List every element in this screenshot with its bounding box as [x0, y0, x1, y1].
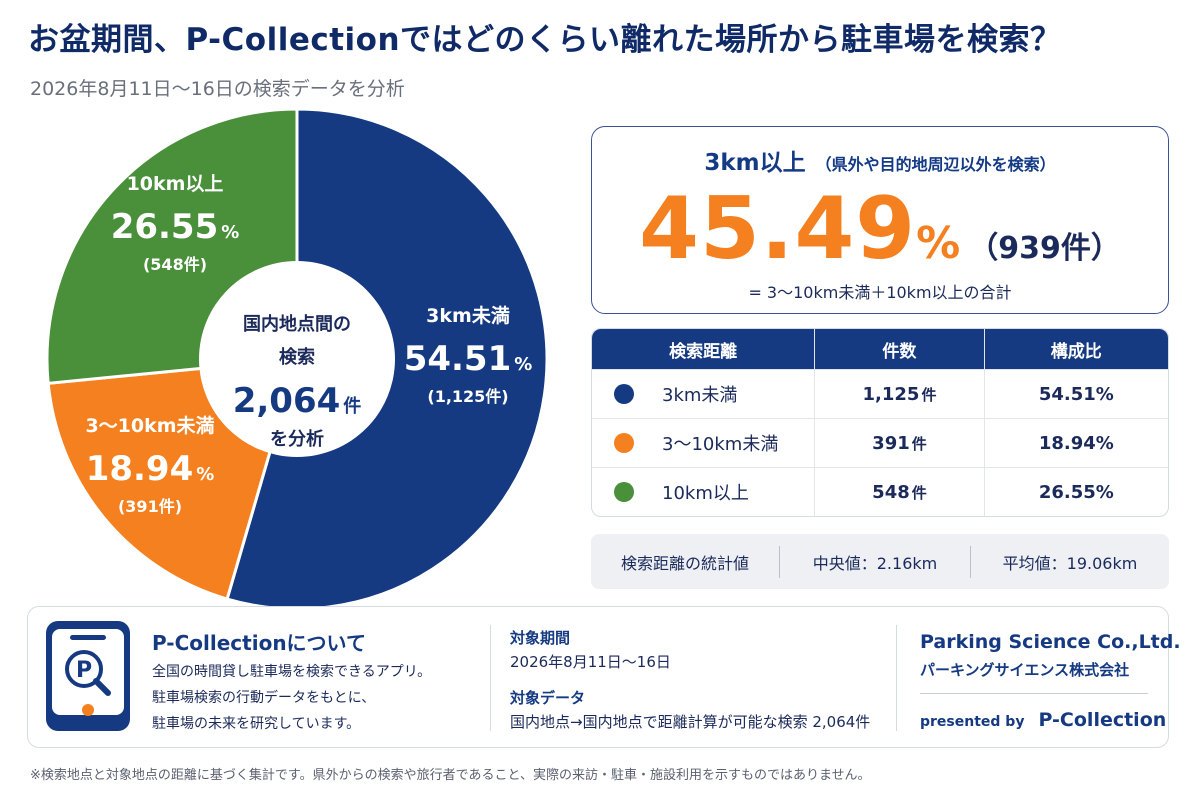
table-header-count: 件数	[814, 329, 983, 369]
table-header-distance: 検索距離	[669, 341, 738, 362]
row-count: 391	[872, 432, 910, 454]
slice-category-label: 3km未満	[426, 304, 510, 327]
slice-count-label: (548件)	[143, 255, 207, 274]
slice-value-label: 18.94%	[86, 449, 215, 489]
highlight-box: 3km以上 （県外や目的地周辺以外を検索） 45.49% （939件） = 3～10…	[591, 126, 1169, 314]
slice-value-label: 26.55%	[111, 207, 240, 247]
period-value: 2026年8月11日～16日	[510, 653, 671, 671]
table-header-row: 検索距離 件数 構成比	[592, 329, 1168, 369]
parking-search-icon: P	[46, 621, 130, 731]
row-count-unit: 件	[911, 483, 927, 502]
about-line: 駐車場の未来を研究しています。	[152, 716, 361, 732]
brand-name: P-Collection	[1038, 709, 1167, 731]
legend-dot-orange	[614, 433, 634, 453]
highlight-percent-unit: %	[916, 218, 961, 269]
legend-dot-green	[614, 482, 634, 502]
center-line-1: 国内地点間の	[243, 313, 351, 335]
row-label: 3～10km未満	[662, 434, 779, 455]
panel-divider	[896, 625, 897, 731]
table-cell-share: 54.51%	[983, 370, 1168, 418]
table-cell-count: 391 件	[814, 419, 983, 467]
stats-bar: 検索距離の統計値 中央値：2.16km 平均値：19.06km	[591, 534, 1169, 589]
highlight-heading: 3km以上 （県外や目的地周辺以外を検索）	[592, 143, 1168, 177]
center-line-2: 検索	[279, 346, 315, 368]
legend-dot-navy	[614, 384, 634, 404]
about-title: P-Collectionについて	[152, 631, 366, 655]
donut-hole	[199, 261, 395, 457]
stats-divider	[779, 545, 780, 578]
slice-category-label: 3～10km未満	[85, 414, 214, 437]
table-cell-share: 18.94%	[983, 419, 1168, 467]
presented-by: presented by P-Collection	[920, 709, 1166, 731]
highlight-label: 3km以上	[704, 150, 806, 176]
table-header-share: 構成比	[983, 329, 1168, 369]
row-label: 10km以上	[662, 483, 749, 504]
row-label: 3km未満	[662, 385, 738, 406]
row-count-unit: 件	[921, 385, 937, 404]
info-panel: P P-Collectionについて 全国の時間貸し駐車場を検索できるアプリ。 …	[27, 606, 1181, 748]
highlight-note: （県外や目的地周辺以外を検索）	[815, 155, 1056, 174]
highlight-count: （939件）	[968, 231, 1121, 266]
table-cell-distance: 10km以上	[592, 468, 814, 516]
table-cell-distance: 3km未満	[592, 370, 814, 418]
footnote: ※検索地点と対象地点の距離に基づく集計です。県外からの検索や旅行者であること、実…	[30, 768, 871, 783]
svg-text:P: P	[76, 658, 92, 683]
target-label: 対象データ	[510, 689, 586, 707]
row-count: 548	[872, 481, 910, 503]
panel-divider	[490, 625, 491, 731]
table-row: 3～10km未満 391 件 18.94%	[592, 418, 1168, 467]
highlight-percent: 45.49	[639, 179, 917, 279]
row-count: 1,125	[862, 383, 920, 405]
slice-count-label: (391件)	[118, 497, 182, 516]
slice-count-label: (1,125件)	[427, 387, 508, 406]
page-subtitle: 2026年8月11日～16日の検索データを分析	[30, 78, 405, 100]
stats-label: 検索距離の統計値	[620, 553, 749, 573]
table-cell-count: 1,125 件	[814, 370, 983, 418]
table-cell-distance: 3～10km未満	[592, 419, 814, 467]
table-cell-share: 26.55%	[983, 468, 1168, 516]
stats-mean: 平均値：19.06km	[1002, 553, 1138, 573]
center-total: 2,064 件	[233, 381, 362, 421]
highlight-formula: = 3～10km未満＋10km以上の合計	[748, 283, 1012, 302]
stats-divider	[970, 545, 971, 578]
slice-category-label: 10km以上	[127, 173, 224, 195]
presented-by-text: presented by	[920, 714, 1025, 730]
company-name-en: Parking Science Co.,Ltd.	[920, 631, 1181, 653]
about-line: 全国の時間貸し駐車場を検索できるアプリ。	[152, 664, 432, 680]
page-title: お盆期間、P-Collectionではどのくらい離れた場所から駐車場を検索？	[28, 22, 1062, 58]
target-value: 国内地点→国内地点で距離計算が可能な検索 2,064件	[510, 713, 871, 731]
stats-median: 中央値：2.16km	[812, 553, 938, 573]
period-label: 対象期間	[510, 629, 571, 647]
row-count-unit: 件	[911, 434, 927, 453]
company-name-ja: パーキングサイエンス株式会社	[920, 661, 1130, 679]
table-row: 3km未満 1,125 件 54.51%	[592, 369, 1168, 418]
company-divider	[920, 693, 1148, 694]
table-row: 10km以上 548 件 26.55%	[592, 467, 1168, 516]
slice-value-label: 54.51%	[404, 339, 533, 379]
table-cell-count: 548 件	[814, 468, 983, 516]
highlight-value-row: 45.49% （939件）	[592, 179, 1168, 279]
center-line-4: を分析	[270, 428, 324, 450]
distance-table: 検索距離 件数 構成比 3km未満 1,125 件 54.51% 3～10km未満…	[591, 328, 1169, 517]
about-line: 駐車場検索の行動データをもとに、	[152, 690, 376, 706]
